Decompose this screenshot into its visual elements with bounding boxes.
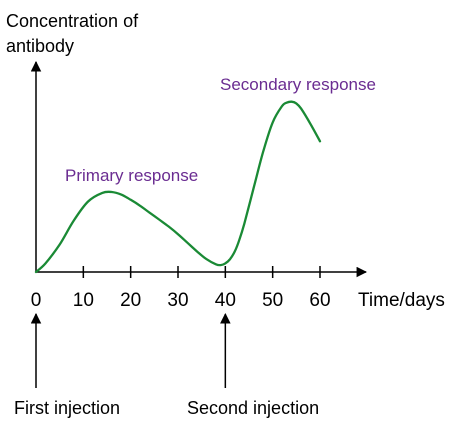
x-tick-label-60: 60 [309, 290, 330, 311]
x-tick-label-20: 20 [120, 290, 141, 311]
x-tick-label-0: 0 [31, 290, 42, 311]
x-axis-tick-labels: 0 10 20 30 40 50 60 [31, 290, 331, 311]
antibody-curve [34, 100, 322, 274]
second-injection-label: Second injection [187, 398, 319, 418]
secondary-response-label: Secondary response [220, 75, 376, 94]
x-axis-ticks [82, 266, 321, 278]
x-tick-label-40: 40 [215, 290, 236, 311]
x-axis-label: Time/days [358, 290, 445, 311]
first-injection-label: First injection [14, 398, 120, 418]
x-tick-label-50: 50 [262, 290, 283, 311]
x-tick-label-30: 30 [167, 290, 188, 311]
y-axis-label-line1: Concentration of [6, 11, 139, 31]
primary-response-label: Primary response [65, 166, 198, 185]
y-axis-label-line2: antibody [6, 36, 74, 56]
x-tick-label-10: 10 [73, 290, 94, 311]
